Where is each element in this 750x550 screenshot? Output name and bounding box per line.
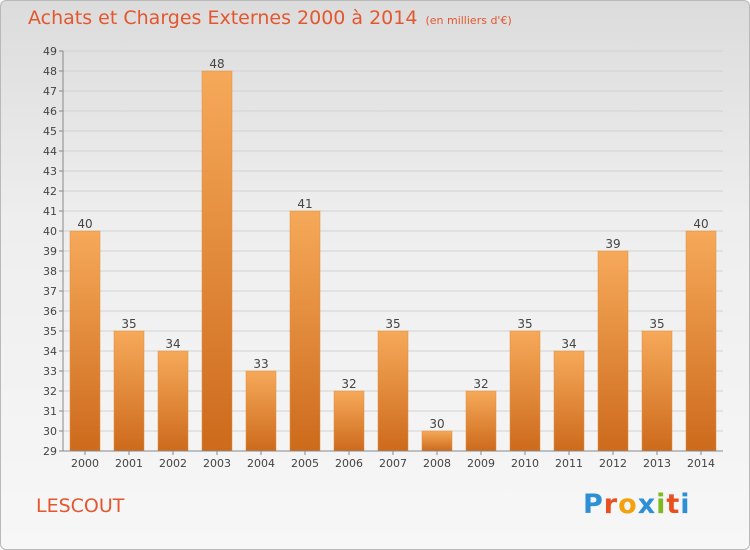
y-tick-label: 45 — [43, 125, 57, 138]
y-tick-label: 49 — [43, 45, 57, 58]
y-tick-label: 31 — [43, 405, 57, 418]
data-label: 32 — [473, 377, 488, 391]
bar — [333, 390, 365, 452]
bar — [289, 210, 321, 452]
y-tick-label: 29 — [43, 445, 57, 458]
data-label: 34 — [165, 337, 180, 351]
x-tick-label: 2011 — [555, 457, 583, 470]
x-tick-label: 2009 — [467, 457, 495, 470]
data-label: 35 — [649, 317, 664, 331]
y-tick-label: 30 — [43, 425, 57, 438]
x-tick-label: 2012 — [599, 457, 627, 470]
y-tick-label: 47 — [43, 85, 57, 98]
data-labels: 40 35 34 48 33 41 32 35 30 32 35 34 39 35 40 — [77, 57, 708, 431]
y-tick-label: 34 — [43, 345, 57, 358]
y-tick-label: 37 — [43, 285, 57, 298]
logo-letter: x — [637, 489, 657, 520]
x-tick-label: 2005 — [291, 457, 319, 470]
x-tick-label: 2006 — [335, 457, 363, 470]
data-label: 32 — [341, 377, 356, 391]
y-tick-label: 42 — [43, 185, 57, 198]
bar — [685, 230, 717, 452]
x-tick-label: 2003 — [203, 457, 231, 470]
data-label: 33 — [253, 357, 268, 371]
y-tick-label: 41 — [43, 205, 57, 218]
x-tick-label: 2001 — [115, 457, 143, 470]
bar — [641, 330, 673, 452]
logo-letter: t — [666, 489, 681, 520]
y-tick-label: 44 — [43, 145, 57, 158]
x-tick-label: 2014 — [687, 457, 715, 470]
y-tick-label: 32 — [43, 385, 57, 398]
y-tick-label: 43 — [43, 165, 57, 178]
y-axis-ticks: 29 30 31 32 33 34 35 36 37 38 39 40 41 42 43 44 45 46 47 48… — [43, 45, 63, 458]
logo-letter: r — [603, 489, 619, 520]
y-tick-label: 48 — [43, 65, 57, 78]
bar — [553, 350, 585, 452]
title-row: Achats et Charges Externes 2000 à 2014 (e… — [28, 7, 512, 29]
bar — [113, 330, 145, 452]
y-tick-label: 33 — [43, 365, 57, 378]
data-label: 41 — [297, 197, 312, 211]
y-tick-label: 46 — [43, 105, 57, 118]
data-label: 35 — [385, 317, 400, 331]
bar — [465, 390, 497, 452]
x-tick-label: 2004 — [247, 457, 275, 470]
y-tick-label: 35 — [43, 325, 57, 338]
data-label: 30 — [429, 417, 444, 431]
logo-letter: i — [656, 489, 667, 520]
chart-subtitle: (en milliers d'€) — [425, 14, 512, 27]
data-label: 40 — [77, 217, 92, 231]
y-tick-label: 36 — [43, 305, 57, 318]
logo-letter: i — [680, 489, 691, 520]
x-axis-ticks: 2000 2001 2002 2003 2004 2005 2006 2007 2008 2009… — [71, 451, 715, 470]
data-label: 34 — [561, 337, 576, 351]
x-tick-label: 2002 — [159, 457, 187, 470]
data-label: 35 — [121, 317, 136, 331]
x-tick-label: 2007 — [379, 457, 407, 470]
y-tick-label: 38 — [43, 265, 57, 278]
bar — [201, 70, 233, 452]
logo-letter: P — [583, 489, 604, 520]
x-tick-label: 2008 — [423, 457, 451, 470]
data-label: 40 — [693, 217, 708, 231]
bar — [597, 250, 629, 452]
x-tick-label: 2010 — [511, 457, 539, 470]
data-label: 35 — [517, 317, 532, 331]
y-tick-label: 40 — [43, 225, 57, 238]
bar — [509, 330, 541, 452]
logo-letter: o — [618, 489, 638, 520]
bar — [245, 370, 277, 452]
data-label: 48 — [209, 57, 224, 71]
x-tick-label: 2013 — [643, 457, 671, 470]
chart-title: Achats et Charges Externes 2000 à 2014 — [28, 7, 418, 29]
data-label: 39 — [605, 237, 620, 251]
bar — [69, 230, 101, 452]
proxiti-logo: Proxiti — [583, 489, 691, 520]
y-tick-label: 39 — [43, 245, 57, 258]
bar — [421, 430, 453, 452]
bars — [69, 70, 717, 452]
bar — [377, 330, 409, 452]
x-tick-label: 2000 — [71, 457, 99, 470]
bar — [157, 350, 189, 452]
place-name: LESCOUT — [36, 495, 125, 517]
